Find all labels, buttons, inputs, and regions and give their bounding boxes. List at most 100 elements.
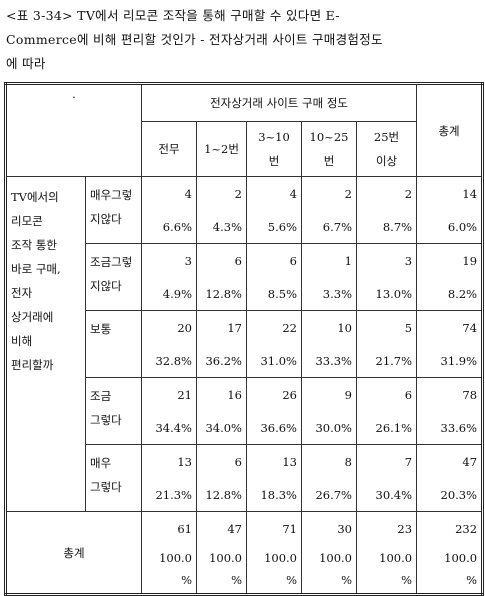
row-label-line: 매우그렇 (90, 188, 133, 202)
total-percent-line: 100.0 (159, 551, 192, 565)
count-cell: 9 (301, 377, 357, 411)
percent-cell: 4.3% (196, 210, 247, 244)
count-cell: 6 (355, 377, 418, 411)
header-row: 전무 1~2번 3~10 번 10~25 번 25번 이상 (6, 121, 483, 177)
total-percent-line: 100.0 (319, 551, 352, 565)
percent-cell: 30.4% (355, 478, 418, 512)
row-group-label: TV에서의 리모콘 조작 통한 바로 구매, 전자 상거래에 비해 편리할까 (5, 176, 86, 512)
column-header: 10~25 번 (301, 121, 357, 177)
count-cell: 78 (416, 377, 484, 411)
total-percent-line: 100.0 (264, 551, 297, 565)
percent-cell: 18.3% (246, 478, 302, 512)
total-percent-line: % (231, 573, 242, 587)
total-header: 총계 (416, 83, 484, 177)
row-label-line: 지않다 (90, 212, 122, 226)
total-percent-cell: 100.0% (141, 545, 197, 595)
count-cell: 2 (196, 176, 247, 210)
total-label: 총계 (5, 511, 142, 595)
count-cell: 4 (141, 176, 197, 210)
corner-cell: . (5, 83, 142, 177)
column-header-line: 전무 (158, 142, 180, 156)
percent-row: 32.8% 36.2% 31.0% 33.3% 21.7% 31.9% (6, 344, 484, 378)
count-cell: 10 (301, 310, 357, 344)
row-group-line: 전자 (11, 286, 33, 300)
count-cell: 4 (246, 176, 302, 210)
count-cell: 6 (246, 243, 302, 277)
row-label-line: 매우 (90, 456, 112, 470)
total-percent-line: % (286, 573, 297, 587)
total-percent-line: 100.0 (379, 551, 413, 565)
total-percent-cell: 100.0% (301, 545, 357, 595)
row-label-line: 그렇다 (90, 480, 122, 494)
title-line: <표 3-34> TV에서 리모콘 조작을 통해 구매할 수 있다면 E- (6, 8, 340, 23)
row-label: 조금 그렇다 (85, 377, 142, 445)
count-cell: 6 (196, 243, 247, 277)
total-percent-line: 100.0 (209, 551, 242, 565)
data-table: . 전자상거래 사이트 구매 정도 총계 전무 1~2번 3~10 번 10~25 번 25번 이상… (4, 82, 485, 596)
count-row: 매우 그렇다 13 6 13 8 7 47 (6, 444, 484, 512)
total-percent-line: % (466, 573, 478, 587)
total-count-cell: 30 (301, 511, 357, 545)
total-count-row: 총계 61 47 71 30 23 232 (5, 511, 484, 595)
count-cell: 3 (355, 243, 418, 277)
percent-cell: 12.8% (196, 277, 247, 311)
percent-cell: 21.7% (355, 344, 418, 378)
percent-cell: 5.6% (246, 210, 302, 244)
percent-cell: 4.9% (141, 277, 197, 311)
row-label-line: 그렇다 (90, 413, 122, 427)
count-cell: 5 (355, 310, 418, 344)
row-label: 보통 (85, 310, 142, 378)
total-percent-line: 100.0 (444, 551, 478, 565)
percent-cell: 21.3% (141, 478, 197, 512)
count-cell: 26 (246, 377, 302, 411)
percent-cell: 31.0% (246, 344, 302, 378)
column-header: 3~10 번 (246, 121, 302, 177)
percent-cell: 36.6% (246, 411, 302, 445)
total-count-cell: 71 (246, 511, 302, 545)
total-percent-cell: 100.0% (416, 545, 484, 595)
row-group-line: 리모콘 (11, 214, 43, 228)
percent-cell: 6.6% (141, 210, 197, 244)
percent-cell: 36.2% (196, 344, 247, 378)
column-header-line: 1~2번 (204, 142, 239, 156)
percent-cell: 26.7% (301, 478, 357, 512)
count-cell: 7 (355, 444, 418, 478)
count-cell: 13 (141, 444, 197, 478)
table-title: <표 3-34> TV에서 리모콘 조작을 통해 구매할 수 있다면 E- Com… (6, 4, 482, 76)
total-count-cell: 61 (141, 511, 197, 545)
total-percent-line: % (401, 573, 413, 587)
percent-cell: 8.5% (246, 277, 302, 311)
column-header: 1~2번 (196, 121, 247, 177)
count-row: TV에서의 리모콘 조작 통한 바로 구매, 전자 상거래에 비해 편리할까 매우그렇 지않다 4 2… (5, 176, 484, 512)
row-group-line: 비해 (11, 334, 33, 348)
title-line: Commerce에 비해 편리할 것인가 - 전자상거래 사이트 구매경험정도 (6, 32, 383, 47)
count-cell: 8 (301, 444, 357, 478)
count-cell: 19 (416, 243, 484, 277)
count-cell: 2 (301, 176, 357, 210)
count-row: 조금그렇 지않다 3 6 6 1 3 19 (6, 243, 484, 311)
percent-cell: 33.6% (416, 411, 484, 445)
total-percent-line: % (181, 573, 192, 587)
percent-cell: 8.2% (416, 277, 484, 311)
column-header-line: 번 (323, 154, 335, 168)
column-header-line: 10~25 (309, 130, 349, 144)
column-header-line: 25번 (373, 130, 400, 144)
percent-cell: 12.8% (196, 478, 247, 512)
row-label-line: 보통 (90, 322, 112, 336)
count-cell: 22 (246, 310, 302, 344)
title-line: 에 따라 (6, 56, 46, 71)
percent-cell: 33.3% (301, 344, 357, 378)
count-cell: 3 (141, 243, 197, 277)
percent-cell: 34.4% (141, 411, 197, 445)
count-cell: 47 (416, 444, 484, 478)
percent-row: 21.3% 12.8% 18.3% 26.7% 30.4% 20.3% (6, 478, 484, 512)
group-header: 전자상거래 사이트 구매 정도 (140, 83, 418, 122)
count-cell: 1 (301, 243, 357, 277)
count-cell: 14 (416, 176, 484, 210)
percent-cell: 26.1% (355, 411, 418, 445)
row-label: 조금그렇 지않다 (85, 243, 142, 311)
percent-cell: 32.8% (141, 344, 197, 378)
